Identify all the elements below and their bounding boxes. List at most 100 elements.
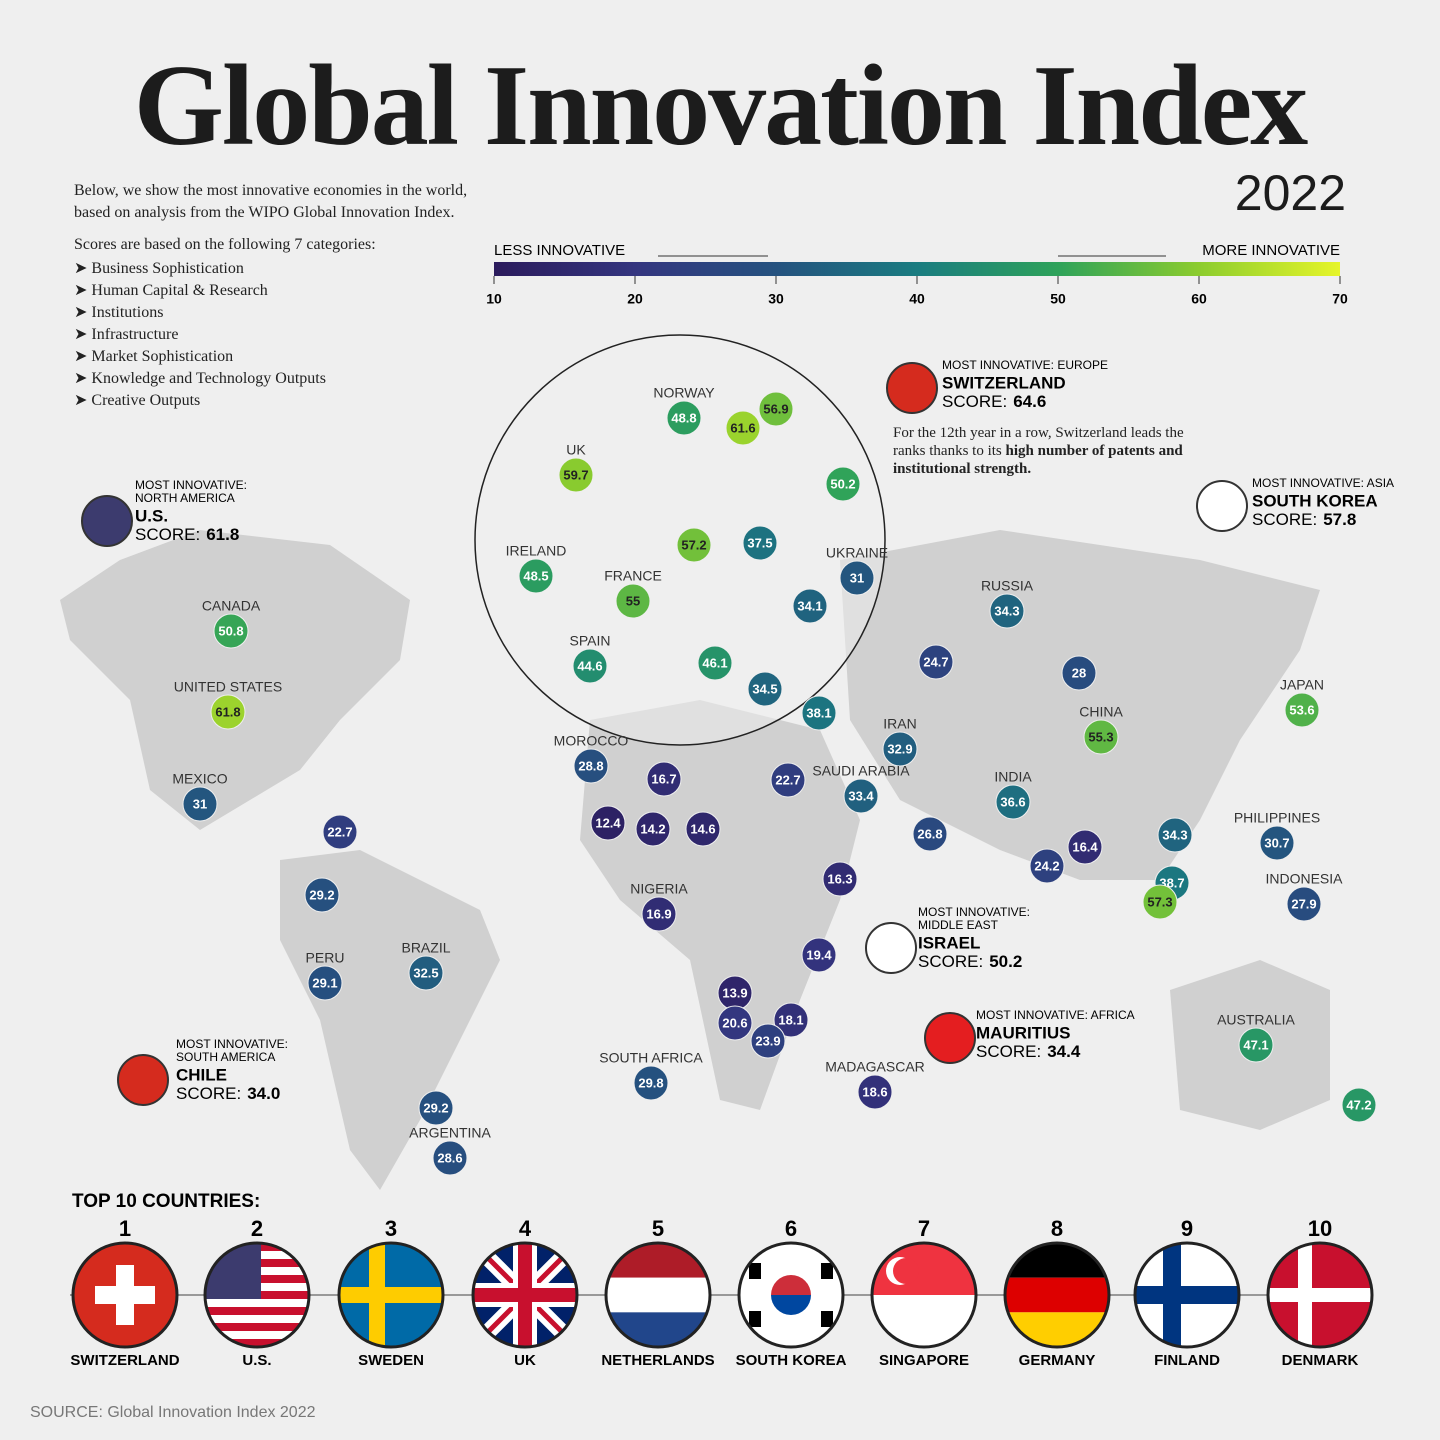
country-score-mark — [857, 1074, 893, 1110]
category: Human Capital & Research — [74, 280, 474, 302]
country-score: 44.6 — [577, 658, 602, 673]
country-score: 19.4 — [806, 947, 832, 962]
country-score-mark — [750, 1023, 786, 1059]
country-score: 48.5 — [523, 568, 548, 583]
flag-part — [1005, 1277, 1109, 1313]
callout-score-line: SCORE: 50.2 — [918, 952, 1022, 971]
score-value: 64.6 — [1013, 392, 1046, 411]
year: 2022 — [1234, 165, 1346, 221]
flag-border — [1266, 1241, 1374, 1349]
flag-border — [471, 1241, 579, 1349]
country-score-mark — [1157, 817, 1193, 853]
country-score: 28.6 — [437, 1150, 462, 1165]
top10-flag — [473, 1243, 577, 1347]
flag-part — [95, 1286, 155, 1304]
source: SOURCE: Global Innovation Index 2022 — [30, 1404, 316, 1421]
country-name: PERU — [306, 950, 345, 966]
top10-flag — [339, 1243, 443, 1347]
flag-border — [1133, 1241, 1241, 1349]
country-score: 22.7 — [775, 772, 800, 787]
country-score: 22.7 — [327, 824, 352, 839]
country-name: MOROCCO — [554, 733, 629, 749]
callout-flag — [1196, 480, 1248, 532]
country-score-mark — [182, 786, 218, 822]
country-score: 50.2 — [830, 476, 855, 491]
country-score-mark — [843, 778, 879, 814]
country-score: 55.3 — [1088, 729, 1113, 744]
country-score: 32.5 — [413, 965, 438, 980]
country-score-mark — [615, 583, 651, 619]
country-score-mark — [1067, 829, 1103, 865]
callout-region: SOUTH AMERICA — [176, 1050, 275, 1064]
country-score-mark — [590, 805, 626, 841]
country-score: 34.3 — [1162, 827, 1187, 842]
callout-country: ISRAEL — [918, 933, 980, 952]
country-name: UKRAINE — [826, 545, 888, 561]
categories-heading: Scores are based on the following 7 cate… — [74, 236, 376, 253]
flag-part — [1005, 1243, 1109, 1278]
scale-more-label: MORE INNOVATIVE — [1202, 242, 1340, 259]
country-name: JAPAN — [1280, 677, 1324, 693]
flag-part — [339, 1287, 443, 1303]
score-label: SCORE: — [1252, 510, 1317, 529]
category: Infrastructure — [74, 324, 474, 346]
callout-flag — [924, 1012, 976, 1064]
country-name: UK — [566, 442, 586, 458]
top10-name: NETHERLANDS — [601, 1352, 714, 1369]
country-score: 26.8 — [917, 826, 942, 841]
country-score-mark — [641, 896, 677, 932]
landmass — [60, 530, 1330, 1190]
scale-tick-label: 20 — [627, 291, 643, 307]
flag-part — [821, 1311, 833, 1327]
country-score: 28 — [1072, 665, 1086, 680]
flag-part — [606, 1312, 710, 1347]
country-score-mark — [1259, 825, 1295, 861]
callout-region: MOST INNOVATIVE: — [176, 1037, 288, 1051]
country-score: 29.8 — [638, 1075, 663, 1090]
scale-tick-label: 30 — [768, 291, 784, 307]
score-label: SCORE: — [918, 952, 983, 971]
top10-rank: 9 — [1181, 1216, 1193, 1241]
country-score: 57.3 — [1147, 894, 1172, 909]
category: Institutions — [74, 302, 474, 324]
top10-name: FINLAND — [1154, 1352, 1220, 1369]
scale-tick-label: 40 — [909, 291, 925, 307]
callout-score-line: SCORE: 34.4 — [976, 1042, 1081, 1061]
top10-flag — [739, 1243, 843, 1347]
country-score-mark — [408, 955, 444, 991]
top10-rank: 3 — [385, 1216, 397, 1241]
callout-score-line: SCORE: 61.8 — [135, 525, 239, 544]
country-name: UNITED STATES — [174, 679, 282, 695]
top10-rank: 6 — [785, 1216, 797, 1241]
country-name: RUSSIA — [981, 578, 1034, 594]
score-value: 34.4 — [1047, 1042, 1081, 1061]
flag-part — [821, 1263, 833, 1279]
flag-part — [205, 1323, 309, 1332]
flag-part — [1005, 1312, 1109, 1347]
country-score-mark — [1142, 884, 1178, 920]
country-score-mark — [1083, 719, 1119, 755]
category: Market Sophistication — [74, 346, 474, 368]
flag-part — [606, 1243, 710, 1278]
country-score: 53.6 — [1289, 702, 1314, 717]
country-name: INDONESIA — [1265, 871, 1343, 887]
country-score: 14.2 — [640, 821, 665, 836]
country-score-mark — [210, 694, 246, 730]
callout-flag — [81, 495, 133, 547]
country-name: SOUTH AFRICA — [599, 1050, 703, 1066]
country-score: 48.8 — [671, 410, 696, 425]
note-text: For the 12th year in a row, Switzerland … — [893, 425, 1184, 459]
top10-rank: 7 — [918, 1216, 930, 1241]
country-name: NIGERIA — [630, 881, 688, 897]
flag-part — [205, 1299, 309, 1308]
callout-region: MOST INNOVATIVE: EUROPE — [942, 358, 1108, 372]
callout-region: MOST INNOVATIVE: AFRICA — [976, 1008, 1135, 1022]
flag-part — [893, 1258, 919, 1284]
country-name: AUSTRALIA — [1217, 1012, 1295, 1028]
country-score-mark — [717, 1005, 753, 1041]
score-label: SCORE: — [942, 392, 1007, 411]
country-score: 27.9 — [1291, 896, 1316, 911]
country-score-mark — [801, 695, 837, 731]
scale-tick-label: 70 — [1332, 291, 1348, 307]
country-score-mark — [773, 1002, 809, 1038]
